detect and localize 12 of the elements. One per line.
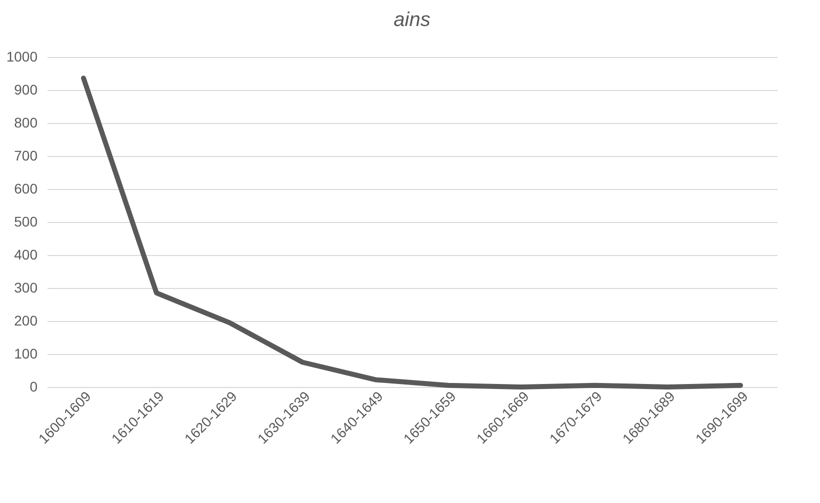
- y-tick-label: 600: [14, 180, 38, 196]
- y-tick-label: 700: [14, 148, 38, 164]
- y-tick-label: 500: [14, 214, 38, 230]
- y-tick-label: 800: [14, 114, 38, 130]
- y-tick-label: 400: [14, 246, 38, 262]
- y-tick-label: 100: [14, 346, 38, 362]
- y-tick-label: 200: [14, 312, 38, 328]
- y-tick-label: 900: [14, 82, 38, 98]
- chart-title: ains: [394, 9, 430, 31]
- y-tick-label: 0: [30, 378, 38, 394]
- y-tick-label: 300: [14, 280, 38, 296]
- y-tick-label: 1000: [6, 48, 38, 64]
